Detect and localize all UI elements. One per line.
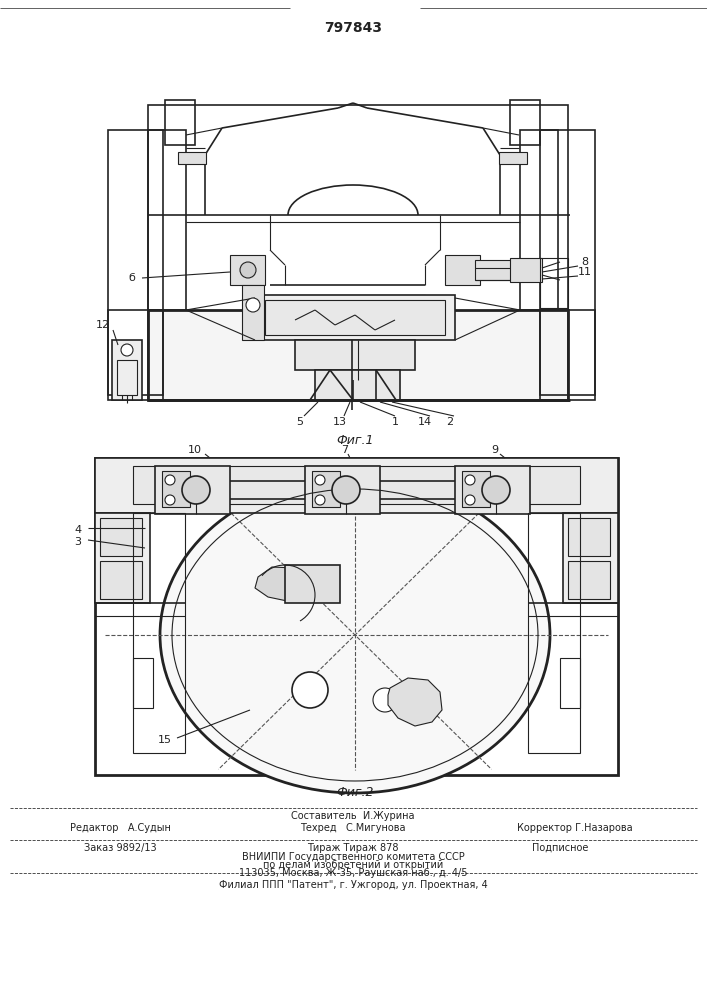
Text: 10: 10 bbox=[188, 445, 202, 455]
Bar bbox=[540, 258, 568, 308]
Circle shape bbox=[482, 476, 510, 504]
Circle shape bbox=[332, 476, 360, 504]
Text: 8: 8 bbox=[581, 257, 588, 267]
Text: 11: 11 bbox=[578, 267, 592, 277]
Bar bbox=[462, 471, 490, 507]
Bar bbox=[133, 513, 185, 753]
Text: 13: 13 bbox=[333, 417, 347, 427]
Bar bbox=[455, 466, 530, 514]
Circle shape bbox=[246, 298, 260, 312]
Text: Составитель  И.Журина: Составитель И.Журина bbox=[291, 811, 415, 821]
Bar bbox=[178, 152, 206, 164]
Bar bbox=[230, 255, 265, 285]
Bar bbox=[165, 100, 195, 145]
Circle shape bbox=[292, 672, 328, 708]
Circle shape bbox=[182, 476, 210, 504]
Polygon shape bbox=[255, 567, 322, 602]
Bar bbox=[475, 260, 520, 280]
Text: по делам изобретений и открытий: по делам изобретений и открытий bbox=[263, 860, 443, 870]
Bar bbox=[445, 255, 480, 285]
Bar bbox=[305, 466, 380, 514]
Circle shape bbox=[465, 495, 475, 505]
Circle shape bbox=[121, 344, 133, 356]
Text: Заказ 9892/13: Заказ 9892/13 bbox=[83, 843, 156, 853]
Text: 5: 5 bbox=[296, 417, 303, 427]
Circle shape bbox=[165, 495, 175, 505]
Bar bbox=[255, 295, 455, 340]
Bar bbox=[133, 658, 153, 708]
Text: 9: 9 bbox=[491, 445, 498, 455]
Text: 797843: 797843 bbox=[324, 21, 382, 35]
Bar bbox=[100, 518, 142, 556]
Text: 3: 3 bbox=[74, 537, 81, 547]
Bar bbox=[95, 513, 150, 603]
Bar bbox=[148, 310, 568, 400]
Bar bbox=[295, 340, 415, 370]
Circle shape bbox=[465, 475, 475, 485]
Text: Филиал ППП "Патент", г. Ужгород, ул. Проектная, 4: Филиал ППП "Патент", г. Ужгород, ул. Про… bbox=[218, 880, 487, 890]
Bar bbox=[528, 513, 580, 753]
Bar bbox=[315, 370, 400, 400]
Bar bbox=[148, 130, 186, 310]
Text: Техред   С.Мигунова: Техред С.Мигунова bbox=[300, 823, 406, 833]
Text: Фиг.2: Фиг.2 bbox=[337, 786, 374, 798]
Text: 14: 14 bbox=[418, 417, 432, 427]
Text: 7: 7 bbox=[341, 445, 349, 455]
Bar bbox=[108, 310, 163, 400]
Bar bbox=[100, 561, 142, 599]
Bar bbox=[510, 258, 542, 282]
Text: ВНИИПИ Государственного комитета СССР: ВНИИПИ Государственного комитета СССР bbox=[242, 852, 464, 862]
Bar bbox=[242, 285, 264, 340]
Bar bbox=[112, 340, 142, 400]
Text: 15: 15 bbox=[158, 735, 172, 745]
Circle shape bbox=[315, 495, 325, 505]
Text: Редактор   А.Судын: Редактор А.Судын bbox=[69, 823, 170, 833]
Bar bbox=[155, 466, 230, 514]
Text: Корректор Г.Назарова: Корректор Г.Назарова bbox=[518, 823, 633, 833]
Bar bbox=[499, 152, 527, 164]
Circle shape bbox=[240, 262, 256, 278]
Text: 12: 12 bbox=[96, 320, 110, 330]
Bar bbox=[285, 565, 340, 603]
Bar bbox=[312, 471, 340, 507]
Bar bbox=[540, 130, 595, 395]
Bar bbox=[133, 466, 580, 504]
Circle shape bbox=[315, 475, 325, 485]
Text: 1: 1 bbox=[392, 417, 399, 427]
Bar bbox=[510, 100, 540, 145]
Bar bbox=[148, 105, 568, 400]
Text: Фиг.1: Фиг.1 bbox=[337, 434, 374, 446]
Circle shape bbox=[165, 475, 175, 485]
Bar bbox=[568, 518, 610, 556]
Text: Тираж Тираж 878: Тираж Тираж 878 bbox=[308, 843, 399, 853]
Text: 4: 4 bbox=[74, 525, 81, 535]
Bar bbox=[540, 310, 595, 400]
Text: Подписное: Подписное bbox=[532, 843, 588, 853]
Text: б: б bbox=[129, 273, 136, 283]
Bar bbox=[95, 458, 618, 513]
Polygon shape bbox=[388, 678, 442, 726]
Ellipse shape bbox=[160, 477, 550, 793]
Text: 113035, Москва, Ж-35, Раушская наб., д. 4/5: 113035, Москва, Ж-35, Раушская наб., д. … bbox=[239, 868, 467, 878]
Bar bbox=[108, 130, 163, 395]
Bar bbox=[117, 360, 137, 395]
Bar bbox=[563, 513, 618, 603]
Bar bbox=[560, 658, 580, 708]
Bar bbox=[568, 561, 610, 599]
Bar bbox=[520, 130, 558, 310]
Bar bbox=[265, 300, 445, 335]
Text: 2: 2 bbox=[446, 417, 454, 427]
Circle shape bbox=[373, 688, 397, 712]
Bar bbox=[95, 458, 618, 775]
Bar bbox=[162, 471, 190, 507]
